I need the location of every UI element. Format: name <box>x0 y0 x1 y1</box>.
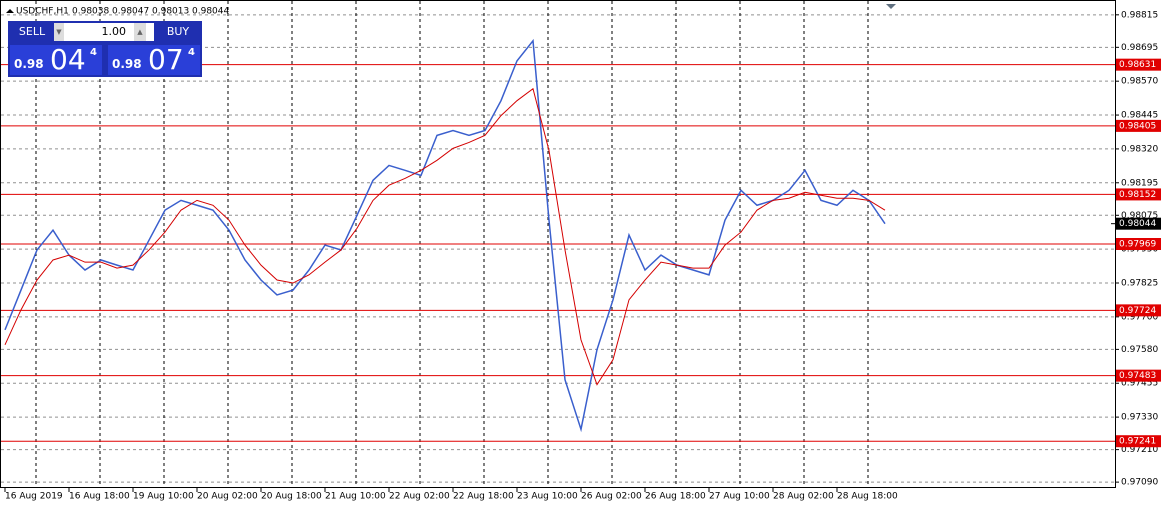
x-tick-label: 20 Aug 02:00 <box>197 492 258 502</box>
x-tick-label: 22 Aug 18:00 <box>453 492 514 502</box>
price-pip: 4 <box>188 47 195 58</box>
y-tick-label: 0.98445 <box>1121 111 1158 121</box>
buy-price[interactable]: 0.98 07 4 <box>108 43 200 76</box>
x-tick-label: 28 Aug 18:00 <box>837 492 898 502</box>
price-line <box>4 87 886 386</box>
price-prefix: 0.98 <box>112 57 142 71</box>
ohlc-value: 0.98044 <box>192 7 229 17</box>
price-pip: 4 <box>90 47 97 58</box>
price-line <box>4 38 886 433</box>
y-tick-label: 0.97210 <box>1121 445 1158 455</box>
x-tick-label: 16 Aug 18:00 <box>69 492 130 502</box>
level-tag <box>1116 369 1161 382</box>
lot-down[interactable]: ▼ <box>54 23 64 41</box>
symbol: USDCHF,H1 <box>16 7 69 17</box>
y-tick-label: 0.97825 <box>1121 279 1158 289</box>
trade-panel: SELL ▼ 1.00 ▲ BUY 0.98 04 4 0.98 07 4 <box>8 21 202 77</box>
price-prefix: 0.98 <box>14 57 44 71</box>
level-label: 0.98152 <box>1119 190 1156 200</box>
level-tag <box>1116 58 1161 71</box>
level-label: 0.97724 <box>1119 306 1156 316</box>
y-tick-label: 0.97330 <box>1121 413 1158 423</box>
buy-button[interactable]: BUY <box>166 25 190 38</box>
price-big: 07 <box>148 43 184 76</box>
current-price-label: 0.98044 <box>1119 219 1156 229</box>
ohlc-value: 0.98013 <box>152 7 189 17</box>
sell-price[interactable]: 0.98 04 4 <box>10 43 102 76</box>
level-tag <box>1116 238 1161 250</box>
level-label: 0.98631 <box>1119 60 1156 70</box>
level-label: 0.97241 <box>1119 437 1156 447</box>
x-tick-label: 21 Aug 10:00 <box>325 492 386 502</box>
y-tick-label: 0.97090 <box>1121 478 1158 488</box>
x-tick-label: 23 Aug 10:00 <box>517 492 578 502</box>
lot-input[interactable]: 1.00 <box>64 23 154 41</box>
level-tag <box>1116 188 1161 201</box>
y-tick-label: 0.98195 <box>1121 178 1158 188</box>
x-tick-label: 16 Aug 2019 <box>5 492 63 502</box>
x-tick-label: 26 Aug 18:00 <box>645 492 706 502</box>
level-tag <box>1116 119 1161 132</box>
x-tick-label: 19 Aug 10:00 <box>133 492 194 502</box>
price-big: 04 <box>50 43 86 76</box>
level-label: 0.97969 <box>1119 240 1156 250</box>
current-price-tag <box>1116 217 1161 230</box>
shift-marker <box>886 4 896 9</box>
x-tick-label: 20 Aug 18:00 <box>261 492 322 502</box>
level-label: 0.98405 <box>1119 121 1156 131</box>
x-tick-label: 28 Aug 02:00 <box>773 492 834 502</box>
lot-up[interactable]: ▲ <box>134 23 146 41</box>
lot-value: 1.00 <box>101 25 127 38</box>
level-tag <box>1116 304 1161 317</box>
x-tick-label: 22 Aug 02:00 <box>389 492 450 502</box>
y-tick-label: 0.97580 <box>1121 345 1158 355</box>
y-tick-label: 0.98075 <box>1121 211 1158 221</box>
sell-button[interactable]: SELL <box>18 25 46 38</box>
level-tag <box>1116 435 1161 448</box>
y-tick-label: 0.98695 <box>1121 43 1158 53</box>
y-tick-label: 0.97700 <box>1121 312 1158 322</box>
y-tick-label: 0.98570 <box>1121 77 1158 87</box>
x-tick-label: 27 Aug 10:00 <box>709 492 770 502</box>
y-tick-label: 0.97455 <box>1121 379 1158 389</box>
collapse-icon <box>6 9 14 13</box>
y-tick-label: 0.98320 <box>1121 144 1158 154</box>
level-label: 0.97483 <box>1119 371 1156 381</box>
y-tick-label: 0.98815 <box>1121 10 1158 20</box>
x-tick-label: 26 Aug 02:00 <box>581 492 642 502</box>
ohlc-value: 0.98047 <box>112 7 149 17</box>
ohlc-value: 0.98038 <box>72 7 109 17</box>
